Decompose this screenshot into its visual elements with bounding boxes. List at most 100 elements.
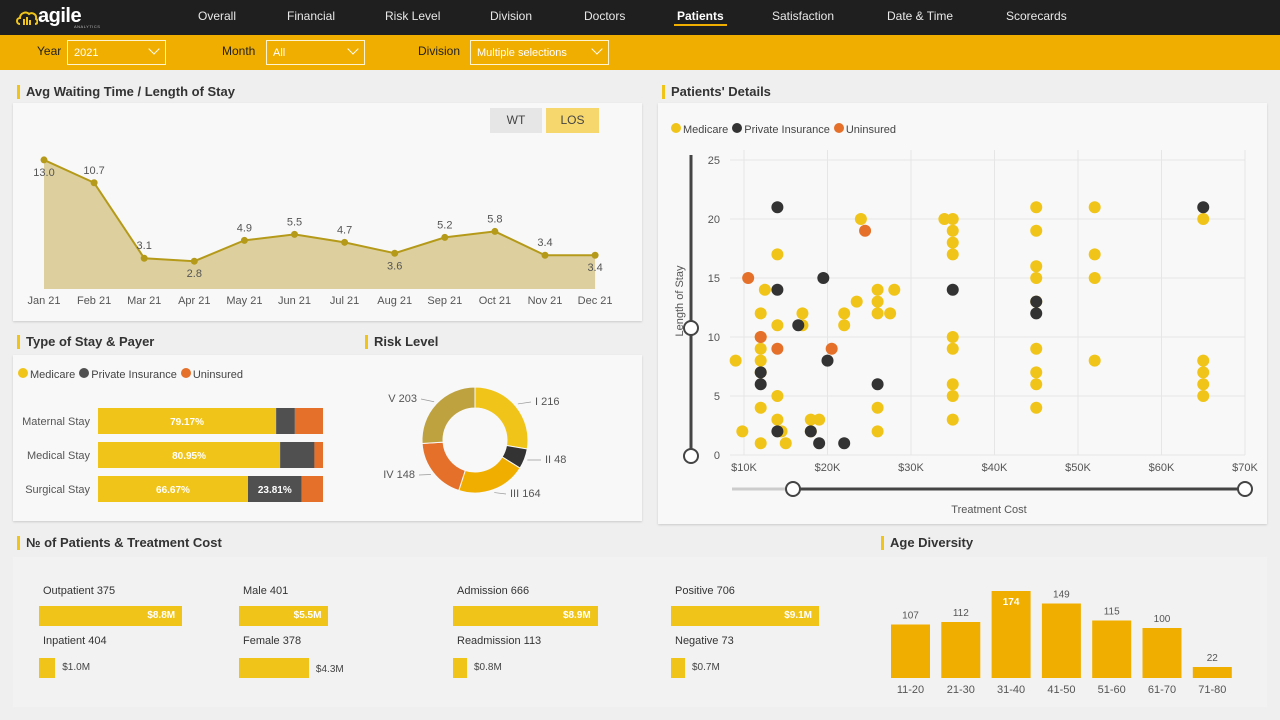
- los-x-tick-label: Jul 21: [330, 295, 359, 307]
- los-x-tick-label: Sep 21: [427, 295, 462, 307]
- scatter-point-private-insurance: [838, 437, 851, 450]
- nav-risk-level[interactable]: Risk Level: [385, 9, 441, 23]
- scatter-point-medicare: [888, 283, 901, 296]
- logo-text: agile: [38, 4, 82, 27]
- scatter-point-medicare: [1088, 248, 1101, 261]
- age-x-tick-label: 41-50: [1047, 684, 1075, 696]
- kpi-label: Female 378: [243, 635, 302, 647]
- age-bar: [1092, 620, 1132, 678]
- scatter-legend: Medicare Private Insurance Uninsured: [671, 123, 896, 136]
- scatter-point-private-insurance: [804, 425, 817, 438]
- kpi-bar[interactable]: [453, 658, 467, 678]
- scatter-point-medicare: [754, 401, 767, 414]
- scatter-point-medicare: [1030, 201, 1043, 214]
- month-value: All: [273, 47, 286, 59]
- scatter-y-tick-label: 10: [708, 332, 720, 344]
- risk-donut-chart: I 216 II 48 III 164 IV 148 V 203: [383, 386, 566, 500]
- scatter-point-private-insurance: [754, 378, 767, 391]
- top-nav-bar: agile ANALYTICS Overall Financial Risk L…: [0, 0, 1280, 35]
- kpi-label: Readmission 113: [457, 635, 542, 647]
- scatter-x-axis-label: Treatment Cost: [951, 504, 1026, 516]
- age-data-label: 100: [1154, 614, 1171, 625]
- scatter-point-medicare: [813, 413, 826, 426]
- scatter-point-medicare: [871, 283, 884, 296]
- kpi-bar[interactable]: $8.9M: [453, 606, 598, 626]
- nav-financial[interactable]: Financial: [287, 9, 336, 23]
- scatter-x-tick-label: $30K: [898, 462, 924, 474]
- nav-overall[interactable]: Overall: [198, 9, 237, 23]
- legend-uninsured[interactable]: Uninsured: [833, 123, 896, 136]
- legend-uninsured[interactable]: Uninsured: [180, 368, 243, 381]
- wt-toggle-button[interactable]: WT: [490, 108, 542, 133]
- risk-slice-label: IV 148: [383, 469, 415, 481]
- nav-patients[interactable]: Patients: [674, 0, 727, 35]
- stay-category-label: Maternal Stay: [22, 416, 90, 428]
- year-dropdown[interactable]: 2021: [67, 40, 166, 65]
- nav-doctors[interactable]: Doctors: [584, 9, 626, 23]
- los-data-label: 5.5: [287, 216, 302, 228]
- los-data-label: 3.1: [137, 240, 152, 252]
- scatter-point-medicare: [729, 354, 742, 367]
- kpi-bar[interactable]: $8.8M: [39, 606, 183, 626]
- nav-scorecards[interactable]: Scorecards: [1006, 9, 1067, 23]
- scatter-point-medicare: [946, 248, 959, 261]
- scatter-point-private-insurance: [771, 201, 784, 214]
- age-bar: [1192, 667, 1232, 678]
- los-data-label: 3.4: [537, 237, 552, 249]
- scatter-point-medicare: [854, 213, 867, 225]
- scatter-point-private-insurance: [754, 366, 767, 379]
- los-point: [441, 233, 449, 241]
- agile-analytics-logo[interactable]: agile ANALYTICS: [16, 4, 100, 30]
- kpi-value: $4.3M: [315, 664, 344, 675]
- stay-legend: Medicare Private Insurance Uninsured: [18, 368, 243, 381]
- kpi-bar[interactable]: $5.5M: [239, 606, 329, 626]
- kpi-bar[interactable]: [671, 658, 685, 678]
- los-point: [90, 179, 98, 187]
- scatter-point-medicare: [884, 307, 897, 320]
- los-point: [40, 156, 48, 164]
- kpi-bar[interactable]: [239, 658, 309, 678]
- x-range-slider-handle-right: [1237, 481, 1253, 497]
- kpi-bar[interactable]: [39, 658, 56, 678]
- kpi-label: Outpatient 375: [43, 585, 116, 597]
- month-label: Month: [222, 44, 256, 58]
- legend-medicare[interactable]: Medicare: [18, 368, 75, 381]
- los-data-label: 5.2: [437, 219, 452, 231]
- los-x-tick-label: Jun 21: [278, 295, 311, 307]
- scatter-point-private-insurance: [792, 319, 805, 332]
- scatter-point-medicare: [1088, 354, 1101, 367]
- legend-private-insurance[interactable]: Private Insurance: [79, 368, 177, 381]
- scatter-point-medicare: [1197, 213, 1210, 225]
- scatter-point-private-insurance: [946, 283, 959, 296]
- age-x-tick-label: 31-40: [997, 684, 1025, 696]
- legend-medicare[interactable]: Medicare: [671, 123, 728, 136]
- patients-details-title: Patients' Details: [662, 85, 771, 99]
- risk-leader-line: [418, 474, 431, 476]
- scatter-y-tick-label: 20: [708, 214, 720, 226]
- kpi-bar[interactable]: $9.1M: [671, 606, 819, 626]
- kpi-value: $0.7M: [692, 662, 720, 673]
- scatter-point-medicare: [771, 413, 784, 426]
- nav-date-time[interactable]: Date & Time: [887, 9, 954, 23]
- scatter-y-tick-label: 15: [708, 273, 720, 285]
- stay-bar-medicare: [98, 476, 249, 502]
- los-point: [491, 227, 499, 235]
- month-dropdown[interactable]: All: [266, 40, 365, 65]
- scatter-point-medicare: [1088, 272, 1101, 284]
- nav-division[interactable]: Division: [490, 9, 533, 23]
- division-dropdown[interactable]: Multiple selections: [470, 40, 609, 65]
- legend-private-insurance[interactable]: Private Insurance: [732, 123, 830, 136]
- risk-level-title: Risk Level: [365, 335, 438, 349]
- los-point: [190, 257, 198, 265]
- los-data-label: 3.6: [387, 260, 402, 272]
- stay-bar-medicare: [98, 442, 281, 468]
- scatter-point-private-insurance: [871, 378, 884, 391]
- nav-satisfaction[interactable]: Satisfaction: [772, 9, 835, 23]
- scatter-point-medicare: [1030, 272, 1043, 284]
- age-data-label: 174: [1003, 597, 1020, 608]
- los-toggle-button[interactable]: LOS: [546, 108, 599, 133]
- scatter-point-medicare: [1197, 354, 1210, 367]
- chevron-down-icon: [591, 43, 603, 55]
- age-bar: [941, 622, 981, 678]
- age-x-tick-label: 21-30: [947, 684, 975, 696]
